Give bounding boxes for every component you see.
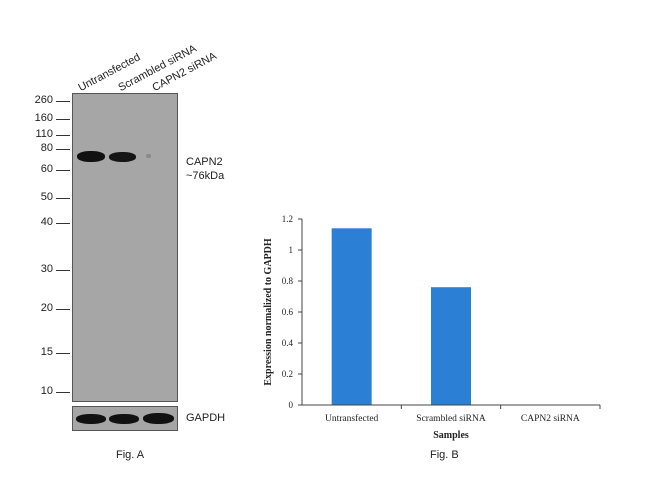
band-untransfected [77,151,105,162]
bar-chart-panel: 0 0.2 0.4 0.6 0.8 1 1.2 Untransfected Scrambled… [250,200,630,460]
bar-untransfected [331,228,372,405]
y-axis-title: Expression normalized to GAPDH [263,238,274,386]
y-tick-label: 0.2 [282,369,293,379]
y-tick-label: 1 [289,245,294,255]
gapdh-blot [72,406,178,431]
bar-scrambled-sirna [431,287,471,405]
x-tick-label: Untransfected [325,413,379,424]
mw-tick [56,149,70,150]
mw-marker: 50 [40,191,53,203]
target-label-name: CAPN2 [186,156,223,168]
mw-tick [56,270,70,271]
mw-marker: 260 [34,94,53,106]
target-label-size: ~76kDa [186,170,225,182]
x-tick-label: Scrambled siRNA [416,414,486,424]
western-blot-panel: Untransfected Scrambled siRNA CAPN2 siRN… [0,0,320,491]
y-tick-label: 0 [289,400,294,410]
mw-tick [56,223,70,224]
gapdh-band-untransfected [76,414,106,424]
mw-marker: 60 [40,163,53,175]
mw-tick [56,170,70,171]
mw-tick [56,119,70,120]
bar-chart: 0 0.2 0.4 0.6 0.8 1 1.2 Untransfected Scrambled… [263,214,601,441]
mw-tick [56,309,70,310]
mw-tick [56,101,70,102]
main-blot [72,93,178,402]
mw-marker: 110 [35,128,53,140]
control-label: GAPDH [186,412,226,424]
fig-b-caption: Fig. B [430,449,459,461]
mw-tick [56,135,70,136]
mw-marker: 160 [34,112,53,124]
band-capn2-sirna [146,154,151,158]
x-axis-title: Samples [433,430,469,441]
gapdh-band-scrambled [109,414,139,424]
y-tick-label: 0.8 [282,276,294,286]
mw-marker: 15 [40,346,53,358]
mw-tick [56,392,70,393]
fig-a-caption: Fig. A [116,449,145,461]
band-scrambled [109,152,136,162]
mw-tick [56,353,70,354]
mw-tick [56,198,70,199]
y-tick-label: 0.4 [282,338,294,348]
mw-marker: 20 [40,302,53,314]
mw-marker: 30 [40,263,53,275]
y-tick-label: 1.2 [282,214,293,224]
y-tick-label: 0.6 [282,307,294,317]
mw-marker: 40 [40,216,53,228]
mw-marker: 10 [40,385,53,397]
gapdh-band-capn2-sirna [143,413,174,424]
x-tick-label: CAPN2 siRNA [521,414,580,424]
mw-marker: 80 [40,142,53,154]
